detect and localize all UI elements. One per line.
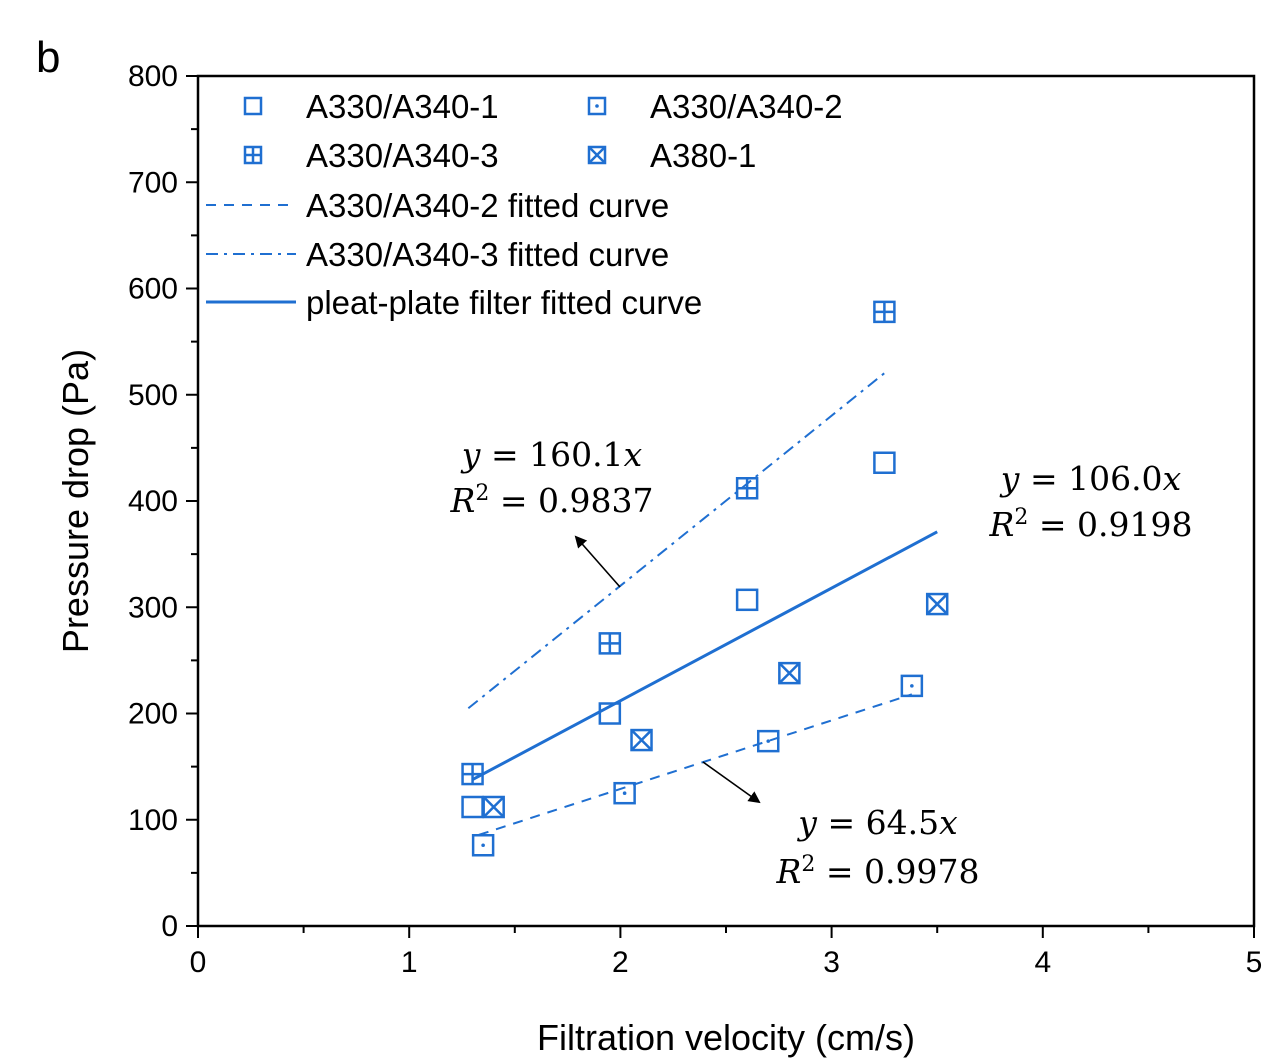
plot-frame — [196, 74, 1256, 928]
data-point — [735, 477, 759, 500]
x-tick-label: 2 — [612, 946, 629, 979]
marker-box — [471, 834, 495, 857]
marker-box — [735, 588, 759, 612]
x-tick-label: 1 — [401, 946, 418, 979]
legend-marker — [243, 96, 263, 116]
annotation-arrow — [574, 535, 621, 588]
data-point — [873, 451, 896, 474]
marker-box — [778, 661, 801, 685]
data-point — [630, 728, 653, 752]
legend-label: A380-1 — [650, 137, 756, 174]
annotation-r2: R2 = 0.9837 — [450, 481, 654, 521]
legend-marker — [243, 145, 263, 165]
marker-box — [900, 674, 924, 698]
legend-marker — [587, 145, 607, 165]
legend-label: pleat-plate filter fitted curve — [306, 284, 702, 321]
marker-box — [243, 96, 263, 116]
marker-cross — [588, 146, 606, 164]
y-tick-label: 0 — [161, 910, 178, 943]
annotation-fit-a330-2: y = 64.5x R2 = 0.9978 — [702, 761, 980, 892]
data-point — [756, 729, 780, 753]
data-point — [482, 795, 505, 819]
marker-box — [461, 795, 484, 819]
marker-cross — [926, 593, 949, 615]
x-tick-label: 4 — [1034, 946, 1051, 979]
legend-label: A330/A340-3 — [306, 137, 499, 174]
data-point — [598, 632, 622, 655]
legend: A330/A340-1 A330/A340-2 A330/A340-3 A380-1 A… — [206, 88, 843, 321]
annotation-eq: y = 106.0x — [999, 459, 1182, 498]
y-tick-label: 200 — [128, 698, 178, 731]
x-axis-title: Filtration velocity (cm/s) — [537, 1017, 915, 1058]
y-tick-label: 400 — [128, 485, 178, 518]
marker-dot — [481, 843, 485, 848]
data-point — [925, 592, 949, 616]
annotation-eq: y = 64.5x — [796, 803, 958, 842]
data-point — [873, 300, 896, 324]
marker-box — [873, 451, 896, 474]
y-axis-title: Pressure drop (Pa) — [55, 349, 96, 653]
y-tick-label: 600 — [128, 273, 178, 306]
marker-box — [756, 729, 780, 753]
data-point — [461, 762, 484, 786]
marker-cross — [482, 796, 505, 818]
annotation-fit-a330-3: y = 160.1x R2 = 0.9837 — [450, 435, 654, 588]
annotation-r2: R2 = 0.9978 — [776, 852, 980, 892]
legend-label: A330/A340-2 — [650, 88, 843, 125]
legend-label: A330/A340-2 fitted curve — [306, 187, 669, 224]
data-point — [900, 674, 924, 698]
annotation-r2: R2 = 0.9198 — [989, 505, 1193, 545]
y-tick-label: 800 — [128, 60, 178, 93]
marker-box — [613, 781, 636, 805]
data-points — [461, 300, 949, 857]
marker-box — [482, 795, 505, 819]
marker-cross — [630, 729, 653, 751]
fit-lines — [467, 372, 938, 836]
y-tick-label: 700 — [128, 166, 178, 199]
y-tick-label: 100 — [128, 804, 178, 837]
legend-marker — [587, 96, 607, 116]
y-tick-label: 500 — [128, 379, 178, 412]
marker-dot — [766, 739, 771, 743]
fit-line — [478, 693, 913, 836]
data-point — [778, 661, 801, 685]
axes: 0 1 2 3 4 5 0 100 200 300 400 500 600 700 800 — [128, 60, 1262, 979]
y-tick-label: 300 — [128, 591, 178, 624]
panel-label: b — [36, 33, 60, 82]
data-point — [735, 588, 759, 612]
data-point — [613, 781, 636, 805]
fit-line — [467, 372, 886, 710]
x-tick-label: 5 — [1246, 946, 1263, 979]
legend-label: A330/A340-1 — [306, 88, 499, 125]
annotation-eq: y = 160.1x — [460, 435, 643, 474]
marker-cross — [778, 662, 801, 685]
x-tick-label: 0 — [190, 946, 207, 979]
marker-box — [925, 592, 949, 616]
data-point — [598, 702, 622, 725]
marker-box — [630, 728, 653, 752]
data-point — [471, 834, 495, 857]
marker-dot — [595, 104, 599, 108]
marker-box — [587, 145, 607, 165]
marker-box — [598, 702, 622, 725]
x-tick-label: 3 — [823, 946, 840, 979]
marker-dot — [910, 684, 914, 688]
annotation-arrow — [702, 761, 761, 804]
marker-dot — [622, 791, 627, 795]
marker-box — [587, 96, 607, 116]
legend-label: A330/A340-3 fitted curve — [306, 236, 669, 273]
annotation-fit-pleat-plate: y = 106.0x R2 = 0.9198 — [989, 459, 1193, 544]
data-point — [461, 795, 484, 819]
fit-line — [471, 530, 938, 781]
